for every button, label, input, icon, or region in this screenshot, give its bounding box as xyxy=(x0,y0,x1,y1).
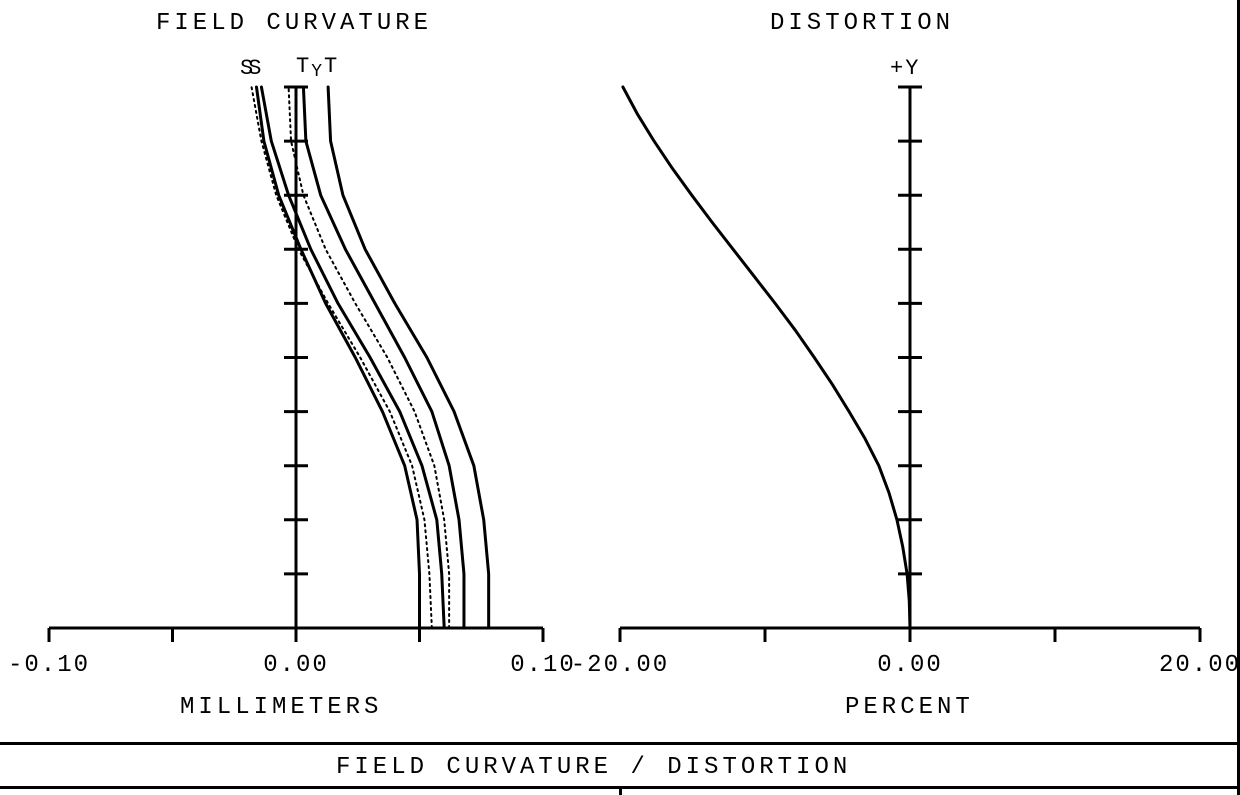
footer-title: FIELD CURVATURE / DISTORTION xyxy=(336,754,851,781)
xtick-label: 0.00 xyxy=(236,652,356,679)
footer-rule-1 xyxy=(0,742,1240,745)
chart-page: { "overall": { "width_px": 1240, "height… xyxy=(0,0,1240,795)
xtick-label: -20.00 xyxy=(560,652,680,679)
xtick-label: 0.00 xyxy=(850,652,970,679)
footer-separator-tick xyxy=(619,786,622,795)
xtick-label: -0.10 xyxy=(0,652,109,679)
right-xlabel: PERCENT xyxy=(845,694,974,721)
left-xlabel: MILLIMETERS xyxy=(180,694,382,721)
xtick-label: 20.00 xyxy=(1140,652,1240,679)
